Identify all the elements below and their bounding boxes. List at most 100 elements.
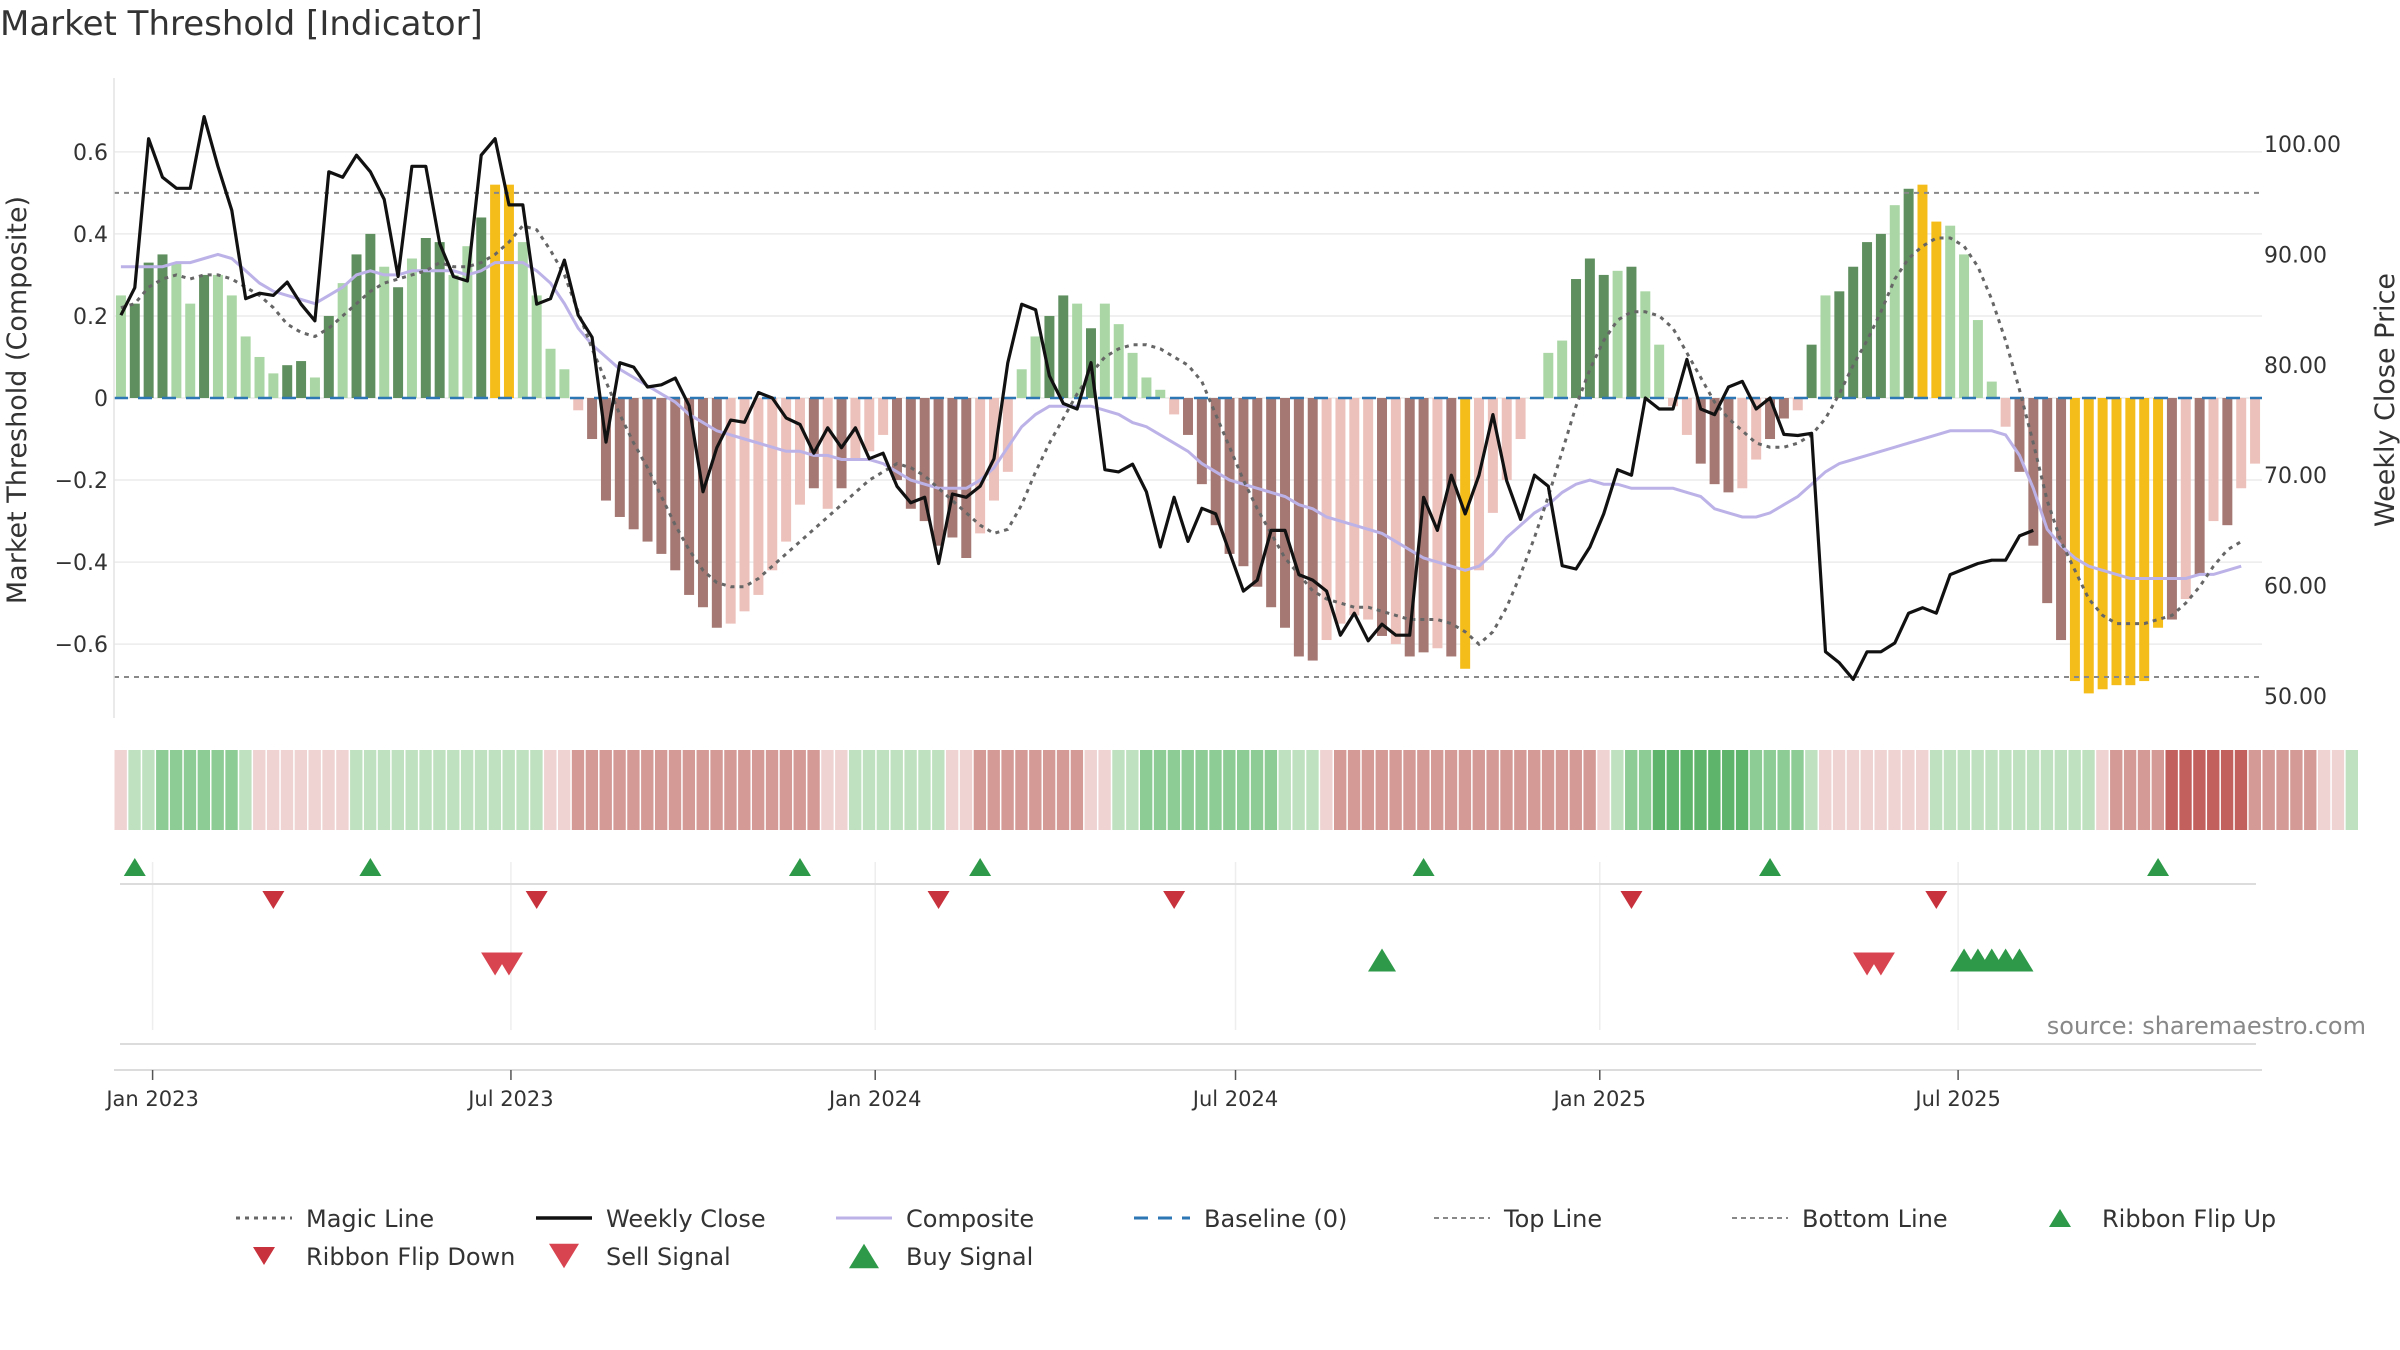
ribbon-cell <box>1098 750 1111 830</box>
composite-bar <box>337 283 348 398</box>
ribbon-cell <box>183 750 197 830</box>
composite-bar <box>975 398 986 534</box>
ribbon-cell <box>821 750 834 830</box>
ribbon-cell <box>1486 750 1499 830</box>
ribbon-cell <box>668 750 682 830</box>
composite-bar <box>739 398 750 612</box>
ribbon-cell <box>1167 750 1181 830</box>
x-tick-label: Jul 2025 <box>1913 1087 2000 1111</box>
ribbon-cell <box>2054 750 2067 830</box>
composite-bar <box>587 398 598 440</box>
composite-bar <box>2222 398 2233 526</box>
composite-bar <box>1141 377 1152 398</box>
composite-bar <box>1321 398 1332 641</box>
ribbon-flip-down-marker <box>1620 890 1643 910</box>
composite-bar <box>1945 225 1956 398</box>
composite-bar <box>808 398 819 489</box>
ribbon-cell <box>557 750 571 830</box>
composite-bar <box>448 274 459 398</box>
ribbon-cell <box>1417 750 1430 830</box>
legend-label: Bottom Line <box>1802 1205 1948 1233</box>
ribbon-cell <box>945 750 959 830</box>
legend-item: Sell Signal <box>549 1243 731 1271</box>
ribbon-cell <box>169 750 183 830</box>
ribbon-cell <box>1652 750 1666 830</box>
ribbon-cell <box>987 750 1000 830</box>
legend-item: Baseline (0) <box>1134 1205 1347 1233</box>
composite-bar <box>753 398 764 595</box>
x-tick-label: Jul 2023 <box>466 1087 553 1111</box>
ribbon-cell <box>571 750 585 830</box>
ribbon-cell <box>1957 750 1970 830</box>
composite-bar <box>268 373 279 398</box>
ribbon-cell <box>1237 750 1250 830</box>
ribbon-cell <box>1431 750 1444 830</box>
ribbon-cell <box>1694 750 1707 830</box>
composite-bar <box>2236 398 2247 489</box>
ribbon-cell <box>2262 750 2275 830</box>
ribbon-cell <box>530 750 543 830</box>
composite-bar <box>406 258 417 398</box>
ribbon-cell <box>225 750 238 830</box>
ribbon-cell <box>585 750 599 830</box>
ribbon-cell <box>1528 750 1541 830</box>
composite-bar <box>947 398 958 538</box>
ribbon-cell <box>2207 750 2220 830</box>
composite-bar <box>1280 398 1290 628</box>
ribbon-cell <box>1874 750 1887 830</box>
composite-bar <box>490 184 501 398</box>
composite-bar <box>1834 291 1845 398</box>
ribbon-cell <box>350 750 363 830</box>
signal-panels <box>114 857 2262 1071</box>
left-tick-label: 0 <box>94 387 108 412</box>
composite-bar <box>1030 336 1041 398</box>
ribbon-cell <box>1680 750 1693 830</box>
ribbon-cell <box>2331 750 2345 830</box>
left-axis-title: Market Threshold (Composite) <box>2 196 33 604</box>
ribbon-flip-up-marker <box>969 857 992 877</box>
composite-bar <box>1972 320 1983 398</box>
composite-bar <box>171 262 182 398</box>
ribbon-cell <box>1500 750 1513 830</box>
composite-bar <box>1363 398 1374 620</box>
ribbon-cell <box>1929 750 1943 830</box>
ribbon-cell <box>1860 750 1873 830</box>
legend-label: Magic Line <box>306 1205 434 1233</box>
composite-bar <box>1016 369 1027 398</box>
legend-swatch <box>849 1243 879 1269</box>
ribbon-cell <box>1458 750 1472 830</box>
ribbon-cell <box>1126 750 1139 830</box>
ribbon-cell <box>1403 750 1416 830</box>
ribbon-cell <box>2276 750 2289 830</box>
composite-bar <box>781 398 792 542</box>
ribbon-cell <box>336 750 349 830</box>
x-tick-label: Jan 2025 <box>1552 1087 1647 1111</box>
ribbon-cell <box>1001 750 1014 830</box>
ribbon-cell <box>1292 750 1305 830</box>
composite-bar <box>1723 398 1734 493</box>
ribbon-cell <box>779 750 793 830</box>
composite-bar <box>1044 315 1055 398</box>
ribbon-cell <box>280 750 294 830</box>
composite-bar <box>157 254 168 398</box>
sell-signal-marker <box>1866 952 1895 976</box>
ribbon-cell <box>2179 750 2192 830</box>
ribbon-cell <box>627 750 640 830</box>
composite-bar <box>614 398 625 517</box>
composite-bar <box>212 274 223 398</box>
ribbon-cell <box>1250 750 1264 830</box>
composite-bar <box>1584 258 1595 398</box>
composite-bar <box>143 262 154 398</box>
ribbon-cell <box>266 750 280 830</box>
composite-bar <box>545 348 556 398</box>
composite-bar <box>462 246 473 398</box>
ribbon-cell <box>2082 750 2095 830</box>
ribbon-cell <box>308 750 321 830</box>
composite-bar <box>1155 389 1166 398</box>
ribbon-cell <box>1902 750 1915 830</box>
ribbon-flip-down-marker <box>1163 890 1186 910</box>
ribbon-cell <box>488 750 502 830</box>
composite-bar <box>1501 398 1512 481</box>
composite-bar <box>1349 398 1360 616</box>
ribbon-cell <box>904 750 917 830</box>
